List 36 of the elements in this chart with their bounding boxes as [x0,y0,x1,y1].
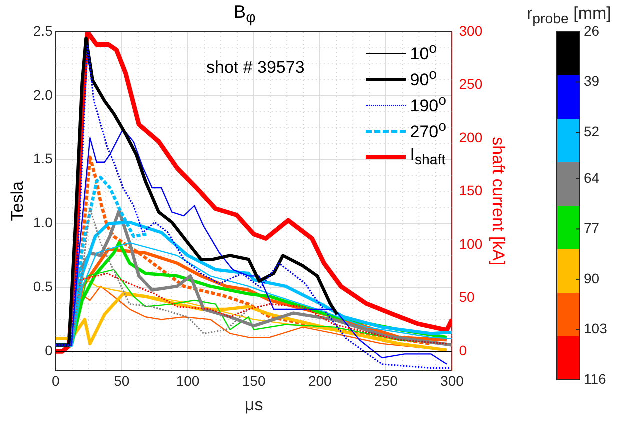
y2-tick-label: 250 [459,76,483,92]
y2-tick-label: 150 [459,182,483,199]
y-tick-label: 0 [45,342,54,358]
y2-tick-label: 50 [459,289,476,306]
color-bar-label: 90 [584,270,600,286]
color-bar-label: 77 [584,220,600,236]
x-tick-label: 150 [242,373,266,390]
y2-tick-label: 300 [459,22,483,39]
y-tick-label: 1.0 [33,214,54,231]
x-tick-label: 100 [176,373,200,390]
legend-label: 90$^{o}$ [410,67,438,91]
y2-tick-label: 200 [459,129,483,146]
x-axis-title: μs [244,395,264,414]
color-bar-label: 64 [584,170,600,186]
x-tick-label: 200 [308,373,332,390]
annotation: shot # 39573 [206,58,305,78]
x-tick-label: 50 [114,373,130,390]
y-axis-title: Tesla [8,181,27,222]
x-tick-label: 300 [440,373,464,390]
legend-label: 270$^{o}$ [410,119,446,143]
x-tick-label: 250 [374,373,398,390]
y2-axis-title: shaft current [kA] [489,137,508,266]
y-tick-label: 1.5 [33,150,54,167]
y2-tick-label: 100 [459,236,483,252]
legend-label: 190$^{o}$ [410,93,446,117]
y-tick-label: 2.5 [33,22,54,39]
color-bar-label: 103 [584,320,608,337]
y-tick-label: 0.5 [33,278,54,295]
color-bar-label: 52 [584,123,600,140]
y-tick-label: 2.0 [33,86,54,103]
y2-tick-label: 0 [459,342,468,358]
legend-label: I$_{shaft}$ [410,145,446,169]
chart-title: B$_{φ}$ [234,2,256,27]
color-bar-label: 116 [584,370,607,387]
legend-label: 10$^{o}$ [410,41,438,65]
color-bar-label: 39 [584,73,600,90]
